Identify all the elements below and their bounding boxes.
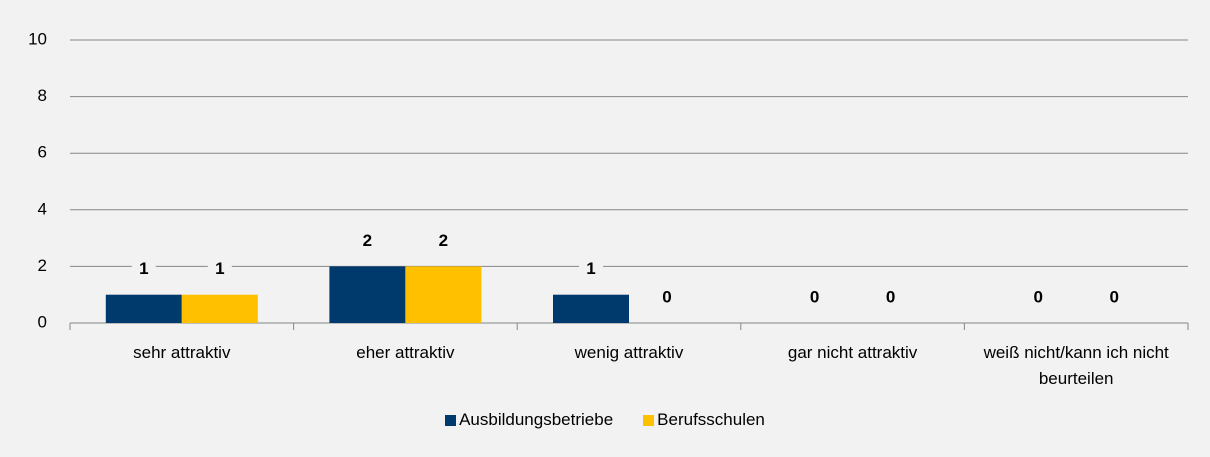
data-label: 2 [439, 231, 448, 250]
data-label-bg [1026, 287, 1051, 309]
legend: Ausbildungsbetriebe Berufsschulen [0, 410, 1210, 430]
y-tick-label: 6 [38, 143, 47, 162]
y-tick-label: 8 [38, 86, 47, 105]
data-label-bg [878, 287, 903, 309]
data-label: 0 [810, 287, 819, 306]
legend-swatch [445, 414, 457, 426]
legend-label: Ausbildungsbetriebe [459, 410, 614, 429]
data-label: 1 [215, 259, 224, 278]
data-label-bg [207, 258, 232, 281]
y-tick-label: 10 [28, 29, 47, 48]
data-label-bg [355, 230, 380, 253]
bar [329, 266, 406, 323]
data-label-bg [655, 287, 679, 309]
legend-item: Ausbildungsbetriebe [445, 410, 613, 430]
data-label: 1 [586, 259, 595, 278]
x-tick-label: eher attraktiv [356, 343, 455, 362]
x-tick-label: wenig attraktiv [574, 343, 684, 362]
data-label: 0 [1109, 287, 1118, 306]
y-tick-label: 0 [38, 312, 47, 331]
x-tick-label: sehr attraktiv [133, 343, 231, 362]
x-tick-label: weiß nicht/kann ich nicht beurteilen [983, 343, 1169, 388]
data-label-bg [802, 287, 827, 309]
bar [553, 294, 629, 323]
data-label: 2 [363, 231, 372, 250]
legend-item: Berufsschulen [643, 410, 765, 430]
data-label: 1 [139, 259, 148, 278]
data-label: 0 [886, 287, 895, 306]
data-label-bg [431, 230, 456, 253]
data-label: 0 [1033, 287, 1042, 306]
legend-label: Berufsschulen [657, 410, 765, 429]
bar [105, 294, 182, 323]
y-tick-label: 2 [38, 256, 47, 275]
bar [405, 266, 482, 323]
data-label: 0 [662, 287, 671, 306]
data-label-bg [579, 258, 603, 281]
y-tick-label: 4 [38, 199, 47, 218]
x-tick-label: gar nicht attraktiv [787, 343, 918, 362]
legend-swatch [643, 414, 655, 426]
data-label-bg [1102, 287, 1127, 309]
bar [181, 294, 258, 323]
data-label-bg [131, 258, 156, 281]
